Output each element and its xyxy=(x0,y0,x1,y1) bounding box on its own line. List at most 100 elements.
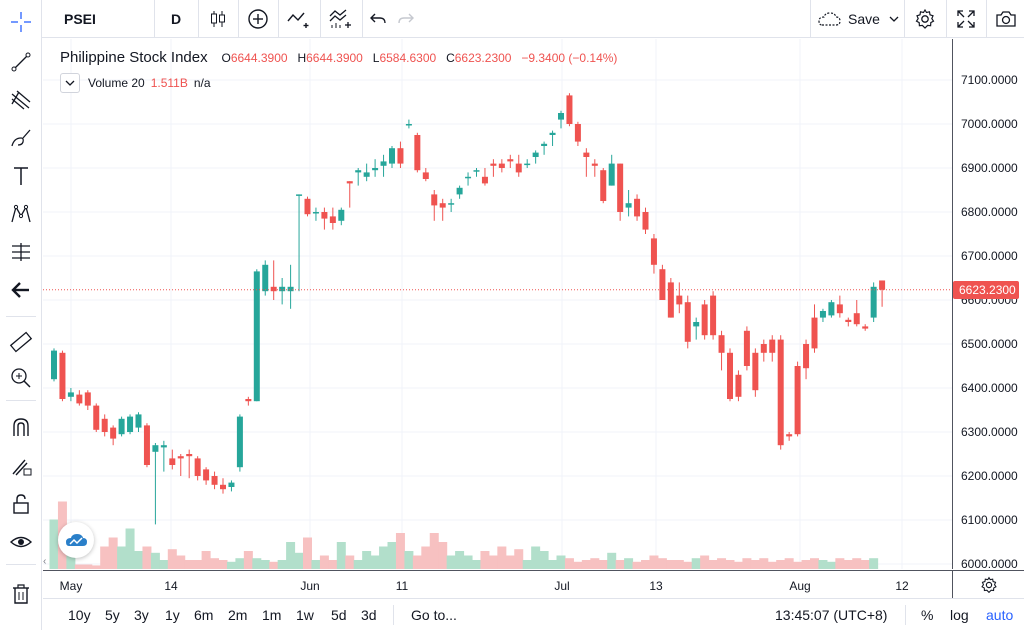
last-price-label: 6623.2300 xyxy=(953,280,1019,299)
candle-body xyxy=(862,326,869,329)
log-scale-toggle[interactable]: log xyxy=(950,607,969,623)
candle-body xyxy=(879,280,886,290)
chevron-down-icon xyxy=(65,80,75,86)
candle-body xyxy=(422,172,429,179)
timezone-clock[interactable]: 13:45:07 (UTC+8) xyxy=(775,607,888,623)
hide-drawings-tool[interactable] xyxy=(0,524,42,560)
lock-tool[interactable] xyxy=(0,486,42,522)
volume-bar xyxy=(455,551,465,569)
collapse-legend-button[interactable] xyxy=(60,73,80,93)
text-tool[interactable] xyxy=(0,158,42,194)
volume-bar xyxy=(142,546,152,569)
low-label: L xyxy=(372,51,380,65)
volume-bar xyxy=(564,558,574,569)
price-tick: 6800.0000 xyxy=(961,205,1018,219)
back-tool[interactable] xyxy=(0,272,42,308)
candle-body xyxy=(363,172,370,177)
range-5y-button[interactable]: 5y xyxy=(105,607,120,623)
range-3d-button[interactable]: 3d xyxy=(361,607,377,623)
candle-body xyxy=(279,286,286,292)
tradingview-logo[interactable] xyxy=(58,522,94,558)
candle-body xyxy=(414,135,421,171)
compare-button[interactable] xyxy=(240,0,276,38)
price-tick: 6300.0000 xyxy=(961,425,1018,439)
settings-button[interactable] xyxy=(906,0,944,38)
candle-body xyxy=(566,95,573,124)
undo-icon xyxy=(370,13,386,24)
price-tick: 6100.0000 xyxy=(961,513,1018,527)
remove-drawings-tool[interactable] xyxy=(0,576,42,612)
series-legend: Philippine Stock Index O6644.3900 H6644.… xyxy=(60,49,623,66)
eye-icon xyxy=(9,536,33,548)
lock-drawing-mode-tool[interactable] xyxy=(0,448,42,484)
pattern-tool[interactable] xyxy=(0,196,42,232)
screenshot-button[interactable] xyxy=(988,0,1024,38)
volume-bar xyxy=(91,565,101,569)
indicators-button[interactable] xyxy=(280,0,318,38)
candle-body xyxy=(693,322,700,327)
candle-body xyxy=(465,176,472,179)
candle-body xyxy=(177,456,184,459)
interval-button[interactable]: D xyxy=(170,11,182,27)
volume-bar xyxy=(759,558,769,569)
toolbar-divider xyxy=(810,0,811,38)
candle-body xyxy=(676,295,683,305)
time-axis[interactable]: May 14 Jun 11 Jul 13 Aug 12 xyxy=(43,570,952,598)
candle-body xyxy=(338,209,345,221)
templates-button[interactable] xyxy=(322,0,360,38)
range-1y-button[interactable]: 1y xyxy=(165,607,180,623)
range-3y-button[interactable]: 3y xyxy=(134,607,149,623)
candle-style-button[interactable] xyxy=(200,0,236,38)
save-button[interactable]: Save xyxy=(812,0,904,38)
volume-bar xyxy=(742,558,752,569)
unlock-icon xyxy=(13,494,29,514)
fullscreen-button[interactable] xyxy=(948,0,984,38)
candle-body xyxy=(439,203,446,208)
candle-body xyxy=(67,392,74,397)
collapse-panel-handle[interactable]: ‹ xyxy=(43,556,47,567)
volume-bar xyxy=(691,558,701,569)
candle-body xyxy=(845,319,852,322)
range-2m-button[interactable]: 2m xyxy=(228,607,248,623)
range-5d-button[interactable]: 5d xyxy=(331,607,347,623)
time-tick: Aug xyxy=(789,579,811,593)
volume-bar xyxy=(235,558,245,569)
volume-bar xyxy=(767,561,777,569)
crosshair-tool[interactable] xyxy=(0,4,42,40)
candle-body xyxy=(220,484,226,490)
prediction-tool[interactable] xyxy=(0,234,42,270)
chart-pane[interactable] xyxy=(43,39,952,569)
candle-body xyxy=(532,152,539,157)
redo-button[interactable] xyxy=(392,0,420,38)
range-1m-button[interactable]: 1m xyxy=(262,607,282,623)
volume-bar xyxy=(74,564,84,569)
volume-bar xyxy=(193,560,203,569)
fib-tool[interactable] xyxy=(0,82,42,118)
candle-body xyxy=(169,458,176,465)
volume-bar xyxy=(590,558,600,569)
range-1w-button[interactable]: 1w xyxy=(296,607,314,623)
zoom-tool[interactable] xyxy=(0,360,42,396)
range-6m-button[interactable]: 6m xyxy=(194,607,214,623)
candle-body xyxy=(127,416,134,432)
fullscreen-icon xyxy=(957,10,975,28)
go-to-date-button[interactable]: Go to... xyxy=(411,607,457,623)
volume-bar xyxy=(438,542,448,569)
price-axis[interactable]: 7100.0000 7000.0000 6900.0000 6800.0000 … xyxy=(952,39,1024,571)
volume-bar xyxy=(125,528,135,569)
candle-body xyxy=(811,317,818,349)
price-tick: 7000.0000 xyxy=(961,117,1018,131)
magnet-tool[interactable] xyxy=(0,410,42,446)
brush-tool[interactable] xyxy=(0,120,42,156)
range-10y-button[interactable]: 10y xyxy=(68,607,91,623)
close-value: 6623.2300 xyxy=(454,51,512,65)
symbol-search-button[interactable]: PSEI xyxy=(64,11,96,27)
trend-line-tool[interactable] xyxy=(0,44,42,80)
candle-body xyxy=(152,445,159,452)
percent-scale-toggle[interactable]: % xyxy=(921,607,934,623)
undo-button[interactable] xyxy=(364,0,392,38)
tools-divider xyxy=(6,564,36,565)
measure-tool[interactable] xyxy=(0,324,42,360)
auto-scale-toggle[interactable]: auto xyxy=(986,607,1014,623)
axis-settings-button[interactable] xyxy=(952,570,1024,598)
